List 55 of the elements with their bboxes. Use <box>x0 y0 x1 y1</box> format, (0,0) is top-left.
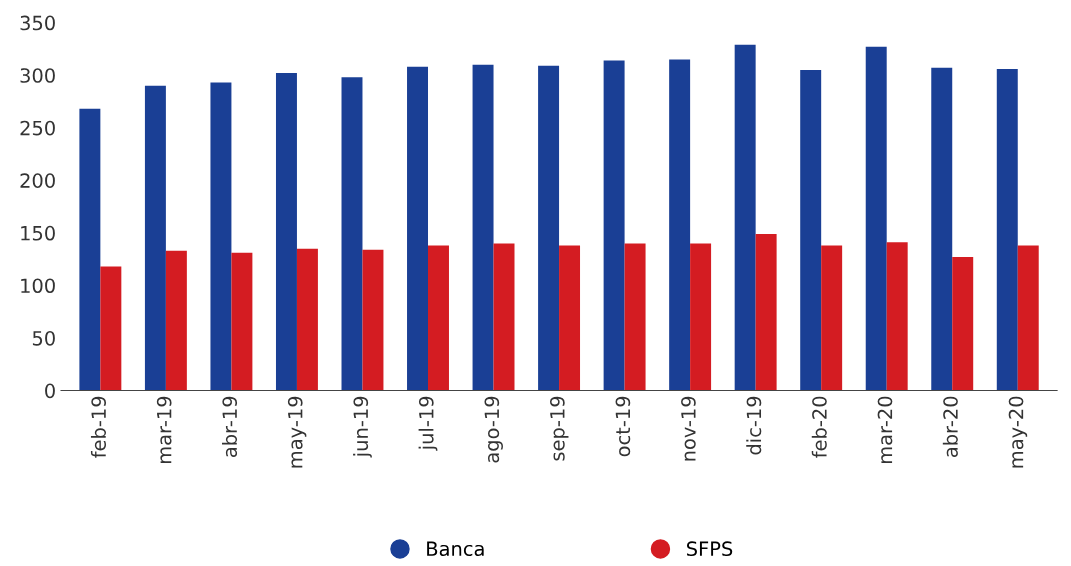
y-tick-label: 0 <box>45 383 55 399</box>
y-tick-label: 350 <box>20 15 55 31</box>
bar <box>275 73 297 391</box>
x-tick-label: abr-20 <box>942 396 958 458</box>
y-tick-label: 250 <box>20 120 55 136</box>
y-tick-label: 150 <box>21 225 55 241</box>
bar <box>341 77 363 391</box>
x-tick-label: mar-19 <box>156 396 172 463</box>
x-tick-label: oct-19 <box>615 396 631 457</box>
x-tick-label: abr-19 <box>222 396 238 458</box>
x-tick-label: ago-19 <box>484 396 503 463</box>
x-tick-label: nov-19 <box>681 396 696 461</box>
bar <box>538 65 560 391</box>
bar <box>144 85 166 391</box>
x-tick-label: sep-19 <box>550 396 569 461</box>
y-tick-label: 50 <box>32 330 55 346</box>
bar <box>624 243 646 391</box>
x-tick-label: mar-20 <box>877 396 893 463</box>
bar <box>493 243 515 391</box>
legend-label: Banca <box>427 541 484 557</box>
bar <box>1017 245 1039 391</box>
x-tick-label: jun-19 <box>353 396 372 458</box>
bar <box>559 245 581 391</box>
bar <box>821 245 843 391</box>
bar <box>296 248 318 391</box>
bar <box>734 44 756 391</box>
bar <box>428 245 449 391</box>
bar <box>755 233 777 391</box>
x-tick-label: may-20 <box>1008 396 1028 468</box>
bar <box>210 82 232 391</box>
x-tick-label: jul-19 <box>418 396 438 451</box>
bar <box>362 249 384 391</box>
bar <box>886 242 908 391</box>
bar <box>800 69 822 391</box>
bar <box>79 108 101 391</box>
bar <box>669 59 691 391</box>
bar <box>231 252 253 391</box>
legend-label: SFPS <box>687 541 733 557</box>
x-tick-label: feb-19 <box>90 396 107 458</box>
bar <box>690 243 712 391</box>
bar <box>931 67 953 391</box>
y-tick-label: 300 <box>20 68 55 83</box>
bar <box>407 66 429 391</box>
y-tick-label: 100 <box>21 278 55 294</box>
bar <box>865 46 887 391</box>
bar <box>952 257 974 391</box>
bar <box>100 266 122 391</box>
y-tick-label: 200 <box>20 173 55 188</box>
x-tick-label: may-19 <box>287 396 307 468</box>
x-tick-label: dic-19 <box>746 396 762 455</box>
x-tick-label: feb-20 <box>811 396 827 458</box>
bar <box>996 68 1018 391</box>
bar <box>165 250 187 391</box>
bar <box>603 60 625 391</box>
bar <box>472 64 494 391</box>
